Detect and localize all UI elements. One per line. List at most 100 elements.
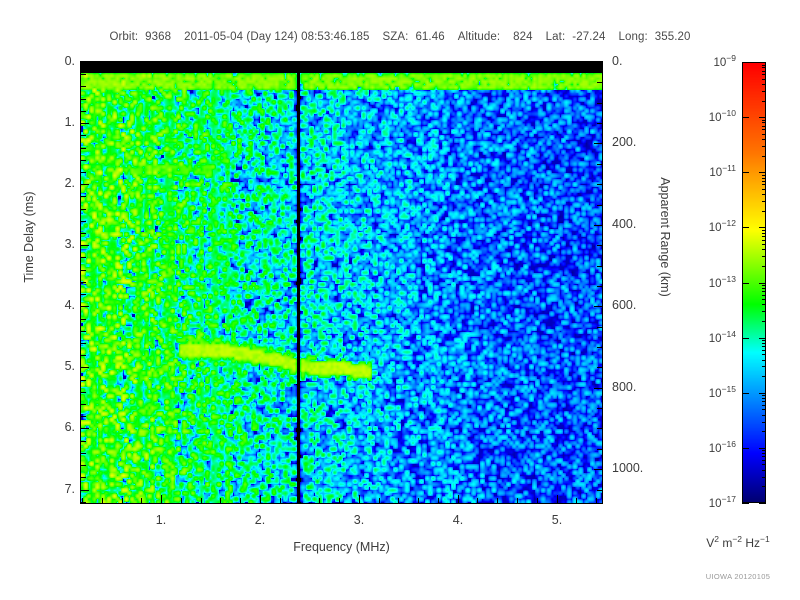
colorbar-minor-tick bbox=[762, 460, 766, 461]
credit-label: UIOWA 20120105 bbox=[705, 572, 771, 581]
axis-tick bbox=[81, 306, 89, 307]
colorbar-minor-tick bbox=[762, 156, 766, 157]
colorbar-tick bbox=[759, 117, 766, 118]
colorbar-tick bbox=[759, 172, 766, 173]
colorbar-minor-tick bbox=[762, 346, 766, 347]
axis-tick bbox=[594, 469, 602, 470]
axis-tick bbox=[398, 62, 399, 67]
colorbar-minor-tick bbox=[762, 395, 766, 396]
axis-tick bbox=[497, 498, 498, 503]
axis-tick bbox=[597, 428, 602, 429]
colorbar-tick-label: 10−15 bbox=[708, 384, 736, 400]
axis-tick bbox=[576, 62, 577, 67]
ionogram-heatmap bbox=[81, 62, 602, 503]
axis-tick bbox=[418, 62, 419, 67]
axis-tick bbox=[81, 343, 86, 344]
axis-tick bbox=[597, 205, 602, 206]
observation-datetime: 2011-05-04 (Day 124) 08:53:46.185 bbox=[184, 31, 370, 43]
x-axis-label: Frequency (MHz) bbox=[293, 540, 390, 554]
colorbar-unit-label: V2 m−2 Hz−1 bbox=[706, 534, 770, 550]
axis-tick-label: 200. bbox=[612, 135, 637, 149]
colorbar-minor-tick bbox=[762, 122, 766, 123]
axis-tick bbox=[458, 62, 459, 70]
axis-tick bbox=[102, 498, 103, 503]
colorbar-minor-tick bbox=[762, 291, 766, 292]
colorbar-minor-tick bbox=[762, 288, 766, 289]
colorbar-minor-tick bbox=[762, 453, 766, 454]
axis-tick bbox=[594, 388, 602, 389]
colorbar-tick bbox=[742, 117, 749, 118]
axis-tick-label: 4. bbox=[64, 298, 75, 312]
axis-tick bbox=[458, 495, 459, 503]
axis-tick bbox=[220, 498, 221, 503]
axis-tick bbox=[122, 62, 123, 67]
colorbar-tick bbox=[742, 172, 749, 173]
axis-tick bbox=[81, 404, 86, 405]
colorbar-minor-tick bbox=[762, 233, 766, 234]
axis-tick bbox=[594, 225, 602, 226]
colorbar-tick bbox=[759, 227, 766, 228]
axis-tick bbox=[81, 282, 86, 283]
axis-tick bbox=[81, 99, 86, 100]
colorbar-minor-tick bbox=[762, 409, 766, 410]
axis-tick bbox=[81, 270, 86, 271]
axis-tick bbox=[81, 257, 86, 258]
axis-tick-label: 0. bbox=[64, 54, 75, 68]
axis-tick bbox=[81, 294, 86, 295]
axis-tick bbox=[81, 74, 86, 75]
axis-tick-label: 5. bbox=[64, 359, 75, 373]
axis-tick bbox=[339, 498, 340, 503]
colorbar-tick bbox=[759, 62, 766, 63]
axis-tick-label: 4. bbox=[452, 513, 464, 527]
axis-tick bbox=[597, 266, 602, 267]
axis-tick bbox=[181, 62, 182, 67]
sza-value: 61.46 bbox=[415, 31, 445, 43]
axis-tick bbox=[379, 62, 380, 67]
colorbar-minor-tick bbox=[762, 450, 766, 451]
colorbar-minor-tick bbox=[762, 266, 766, 267]
axis-tick bbox=[81, 160, 86, 161]
axis-tick bbox=[220, 62, 221, 67]
axis-tick bbox=[81, 86, 86, 87]
header-info: Orbit: 9368 2011-05-04 (Day 124) 08:53:46.… bbox=[0, 31, 800, 43]
colorbar-minor-tick bbox=[762, 415, 766, 416]
axis-tick bbox=[299, 498, 300, 503]
y-axis-label: Time Delay (ms) bbox=[22, 191, 36, 283]
colorbar-minor-tick bbox=[762, 181, 766, 182]
colorbar-tick bbox=[742, 62, 749, 63]
axis-tick-label: 1000. bbox=[612, 461, 644, 475]
colorbar-minor-tick bbox=[762, 350, 766, 351]
colorbar-minor-tick bbox=[762, 470, 766, 471]
colorbar-minor-tick bbox=[762, 236, 766, 237]
colorbar-minor-tick bbox=[762, 146, 766, 147]
axis-tick bbox=[398, 498, 399, 503]
axis-tick bbox=[81, 62, 89, 63]
axis-tick bbox=[81, 196, 86, 197]
axis-tick bbox=[81, 416, 86, 417]
axis-tick bbox=[81, 123, 89, 124]
colorbar-tick-label: 10−17 bbox=[708, 494, 736, 510]
axis-tick bbox=[517, 498, 518, 503]
axis-tick bbox=[517, 62, 518, 67]
colorbar-minor-tick bbox=[762, 240, 766, 241]
axis-tick bbox=[280, 498, 281, 503]
colorbar-minor-tick bbox=[762, 464, 766, 465]
colorbar-minor-tick bbox=[762, 398, 766, 399]
axis-tick bbox=[81, 428, 89, 429]
axis-tick bbox=[260, 495, 261, 503]
colorbar-minor-tick bbox=[762, 101, 766, 102]
colorbar-minor-tick bbox=[762, 321, 766, 322]
axis-tick-label: 5. bbox=[551, 513, 563, 527]
colorbar-minor-tick bbox=[762, 126, 766, 127]
colorbar-minor-tick bbox=[762, 422, 766, 423]
colorbar-minor-tick bbox=[762, 340, 766, 341]
colorbar-minor-tick bbox=[762, 84, 766, 85]
axis-tick bbox=[576, 498, 577, 503]
colorbar-minor-tick bbox=[762, 456, 766, 457]
colorbar-tick-label: 10−11 bbox=[709, 163, 736, 179]
long-label: Long: bbox=[618, 31, 648, 43]
axis-tick bbox=[477, 62, 478, 67]
axis-tick bbox=[596, 498, 597, 503]
axis-tick bbox=[597, 184, 602, 185]
colorbar-minor-tick bbox=[762, 376, 766, 377]
